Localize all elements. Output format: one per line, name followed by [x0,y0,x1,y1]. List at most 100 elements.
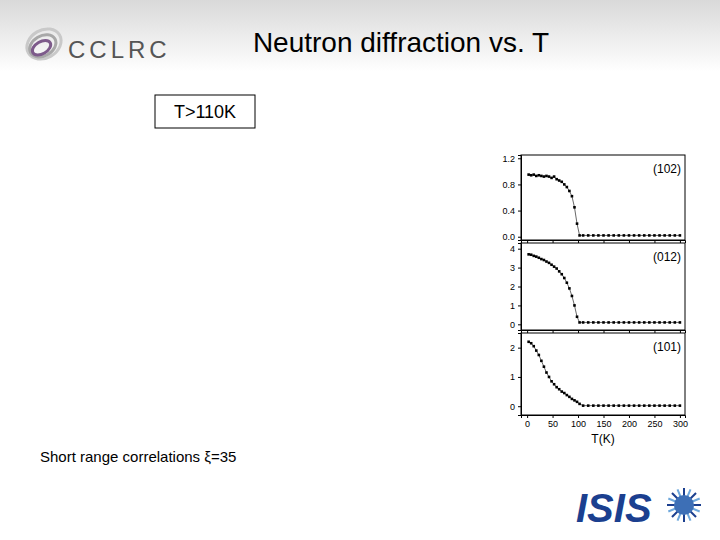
x-tick-label: 100 [571,419,586,429]
data-point [592,234,595,237]
plot-area [527,173,681,236]
data-point [674,234,677,237]
y-tick-mark [518,287,521,288]
data-point [527,340,530,343]
y-tick-label: 3 [510,263,515,273]
y-tick-mark [518,305,521,306]
data-point [628,234,631,237]
data-point [653,404,656,407]
x-tick: 200 [622,415,637,429]
data-point [582,404,585,407]
data-point [679,404,682,407]
x-tick-mark [578,415,579,418]
data-point [607,234,610,237]
data-point [612,234,615,237]
x-tick: 250 [647,415,662,429]
data-point [555,386,558,389]
data-point [663,321,666,324]
y-tick-label: 0.0 [502,232,515,242]
x-tick: 150 [596,415,611,429]
data-point [573,304,576,307]
logo-left-text: CCLRC [68,36,171,63]
data-point [540,258,543,261]
y-tick-mark [518,249,521,250]
y-tick: 0.0 [502,232,521,242]
data-point [530,174,533,177]
y-tick: 0 [510,402,521,412]
header-band [0,0,720,72]
data-point [643,404,646,407]
y-tick-mark [518,237,521,238]
x-axis-line [522,416,686,419]
data-point [527,173,530,176]
data-point [568,190,571,193]
data-line [529,254,680,322]
panel: 01234(012) [510,243,686,333]
y-tick-mark [518,377,521,378]
y-tick: 1 [510,301,521,311]
box-label: T>110K [174,102,236,122]
x-tick: 50 [548,415,558,429]
data-point [530,253,533,256]
data-point [648,404,651,407]
data-point [597,321,600,324]
data-point [566,394,569,397]
y-tick: 1 [510,372,521,382]
data-point [538,354,541,357]
y-tick-label: 2 [510,343,515,353]
data-point [532,345,535,348]
data-point [540,175,543,178]
logo-ball [667,488,701,522]
plot-area [527,340,681,406]
data-point [553,175,556,178]
data-point [633,321,636,324]
data-point [658,404,661,407]
x-tick-mark [527,415,528,418]
data-point [643,321,646,324]
data-point [648,234,651,237]
data-point [568,396,571,399]
data-point [538,256,541,259]
data-point [602,234,605,237]
panel: 050100150200250300012(101)T(K) [510,333,688,446]
data-point [663,234,666,237]
data-point [558,388,561,391]
x-tick: 100 [571,415,586,429]
x-tick-label: 0 [525,419,530,429]
data-point [623,404,626,407]
y-tick-label: 2 [510,282,515,292]
x-tick-mark [629,415,630,418]
caption: Short range correlations ξ=35 [40,448,236,465]
data-point [548,262,551,265]
data-point [617,234,620,237]
data-point [543,365,546,368]
data-point [578,321,581,324]
logo-core [674,495,694,515]
y-tick-label: 0.4 [502,206,515,216]
data-point [563,277,566,280]
logo-swirl [21,23,66,65]
data-point [612,321,615,324]
x-tick-label: 300 [673,419,688,429]
panel-label: (102) [653,162,681,176]
x-tick: 300 [673,415,688,429]
data-point [582,321,585,324]
data-point [535,349,538,352]
data-point [553,383,556,386]
data-point [638,321,641,324]
y-tick-label: 1.2 [502,154,515,164]
data-point [658,234,661,237]
x-axis-title: T(K) [591,432,614,446]
panel-label: (012) [653,250,681,264]
data-point [587,234,590,237]
data-point [674,404,677,407]
data-point [538,174,541,177]
y-tick: 0.4 [502,206,521,216]
data-point [545,175,548,178]
y-tick-mark [518,211,521,212]
data-point [578,234,581,237]
y-tick-label: 0.8 [502,180,515,190]
data-point [578,403,581,406]
data-point [612,404,615,407]
data-point [548,376,551,379]
